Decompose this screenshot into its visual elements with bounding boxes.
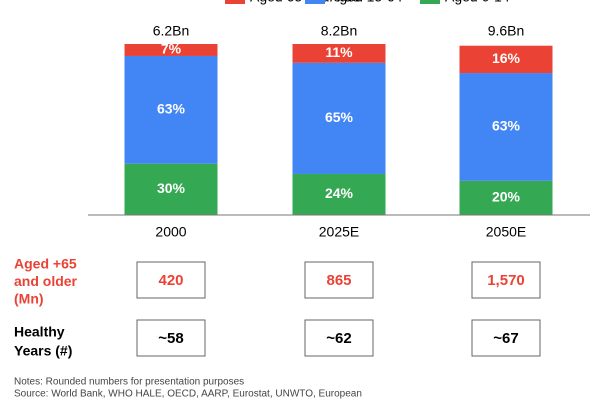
total-label: 9.6Bn [488, 23, 525, 39]
value-label: 16% [492, 50, 521, 66]
bar-segment [459, 180, 553, 215]
table-cell [136, 261, 206, 299]
row-label: Healthy [14, 324, 65, 340]
row-label: Aged +65 [14, 256, 77, 272]
table-cell [304, 319, 374, 357]
legend-label: Aged 15-64 [330, 0, 403, 5]
cell-value: ~58 [158, 330, 183, 347]
value-label: 65% [325, 109, 354, 125]
value-label: 24% [325, 185, 354, 201]
legend-swatch [225, 0, 245, 4]
bar-segment [292, 44, 386, 63]
row-label: (Mn) [14, 291, 44, 307]
table-cell [136, 319, 206, 357]
note: Source: World Bank, WHO HALE, OECD, AARP… [14, 389, 362, 400]
cell-value: 865 [326, 272, 351, 289]
bar-segment [124, 44, 218, 56]
value-label: 63% [492, 118, 521, 134]
x-tick-label: 2050E [486, 224, 526, 240]
bar-segment [292, 173, 386, 215]
value-label: 30% [157, 180, 186, 196]
legend-label: Aged 0-14 [445, 0, 510, 5]
total-label: 6.2Bn [153, 23, 190, 39]
cell-value: 1,570 [487, 272, 525, 289]
bar-segment [124, 55, 218, 164]
legend-swatch [305, 0, 325, 4]
note: Notes: Rounded numbers for presentation … [14, 377, 244, 388]
bar-segment [292, 62, 386, 174]
cell-value: ~62 [326, 330, 351, 347]
row-label: Years (#) [14, 343, 72, 359]
row-label: and older [14, 273, 78, 289]
x-tick-label: 2000 [155, 224, 186, 240]
bar-segment [124, 163, 218, 215]
table-cell [304, 261, 374, 299]
total-label: 8.2Bn [321, 23, 358, 39]
table-cell [471, 319, 541, 357]
cell-value: ~67 [493, 330, 518, 347]
bar-segment [459, 73, 553, 181]
value-label: 7% [161, 41, 182, 57]
value-label: 11% [325, 44, 353, 60]
cell-value: 420 [158, 272, 183, 289]
value-label: 20% [492, 189, 521, 205]
x-tick-label: 2025E [319, 224, 359, 240]
value-label: 63% [157, 101, 186, 117]
table-cell [471, 261, 541, 299]
bar-segment [459, 45, 553, 74]
legend-swatch [420, 0, 440, 4]
